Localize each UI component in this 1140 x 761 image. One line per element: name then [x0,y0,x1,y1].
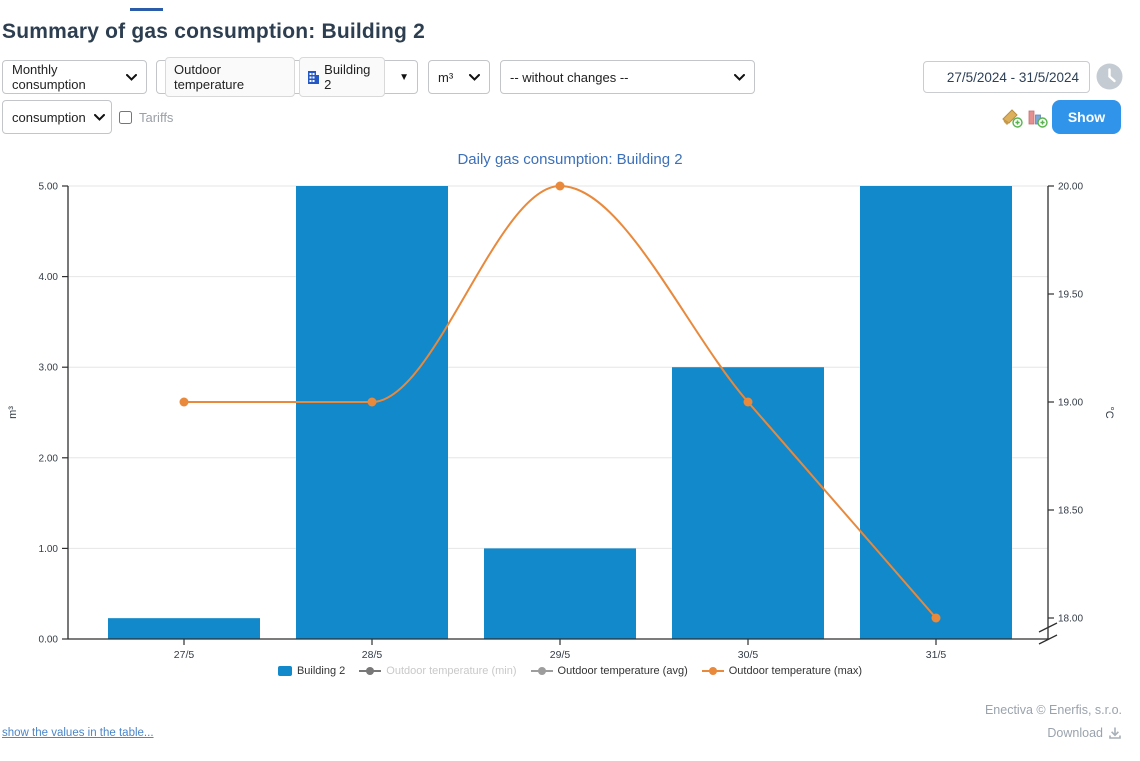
right-axis-tick-label: 19.00 [1058,398,1083,409]
add-alert-icon[interactable] [1001,106,1023,128]
right-axis-tick-label: 20.00 [1058,182,1083,193]
left-axis-tick-label: 5.00 [39,182,59,193]
active-tab-indicator [130,8,163,11]
chevron-down-icon [126,73,137,81]
series-filter-multiselect[interactable]: Outdoor temperature Building 2 ▼ [156,57,418,97]
filter-tag-label: Building 2 [324,62,371,92]
left-axis-tick-label: 4.00 [39,272,59,283]
download-icon [1108,726,1122,740]
left-axis-tick-label: 2.00 [39,453,59,464]
x-axis-label: 28/5 [362,649,383,661]
legend-item[interactable]: Building 2 [277,665,346,677]
show-table-link[interactable]: show the values in the table... [2,727,154,739]
legend-swatch [277,666,292,676]
axis-break-mark [1038,622,1058,633]
metric-select[interactable]: consumption [2,100,112,134]
building-icon [308,70,320,84]
chevron-down-icon [93,113,105,121]
tariffs-checkbox[interactable] [119,111,132,124]
data-point-marker[interactable] [743,397,753,407]
bar[interactable] [296,186,448,639]
bar[interactable] [484,548,636,639]
left-axis-tick-label: 1.00 [39,544,59,555]
filter-tag-label: Outdoor temperature [174,62,245,92]
date-range-input[interactable] [923,61,1090,93]
right-axis-tick-label: 19.50 [1058,290,1083,301]
right-axis-tick-label: 18.00 [1058,614,1083,625]
chart-legend: Building 2 Outdoor temperature (min) Outdo… [0,665,1140,677]
legend-swatch [530,667,553,676]
clock-icon[interactable] [1096,63,1123,90]
chart-title: Daily gas consumption: Building 2 [457,151,683,168]
tariffs-label: Tariffs [139,110,174,125]
data-point-marker[interactable] [555,181,565,191]
copyright-text: Enectiva © Enerfis, s.r.o. [984,703,1122,717]
bar[interactable] [108,618,260,639]
changes-select-value: -- without changes -- [510,69,629,85]
data-point-marker[interactable] [367,397,377,407]
bar[interactable] [672,367,824,639]
legend-item[interactable]: Outdoor temperature (min) [359,665,517,677]
left-axis-tick-label: 0.00 [39,635,59,646]
legend-label: Outdoor temperature (max) [728,665,863,677]
filter-tag-building-2[interactable]: Building 2 [299,57,386,97]
legend-label: Outdoor temperature (avg) [557,665,688,677]
x-axis-label: 30/5 [738,649,759,661]
legend-swatch [701,667,724,676]
left-axis-title: m³ [7,406,19,419]
right-axis-tick-label: 18.50 [1058,506,1083,517]
legend-swatch [359,667,382,676]
x-axis-label: 31/5 [926,649,947,661]
data-point-marker[interactable] [179,397,189,407]
download-link[interactable]: Download [1047,726,1122,740]
chevron-down-icon [734,73,745,81]
page-title: Summary of gas consumption: Building 2 [2,20,425,43]
changes-select[interactable]: -- without changes -- [500,60,755,94]
x-axis-label: 27/5 [174,649,195,661]
left-axis-tick-label: 3.00 [39,363,59,374]
legend-item[interactable]: Outdoor temperature (max) [701,665,863,677]
right-axis-title: °C [1103,406,1115,418]
period-select[interactable]: Monthly consumption [2,60,147,94]
chevron-down-icon [469,73,480,81]
dropdown-triangle-icon: ▼ [399,71,409,83]
legend-label: Outdoor temperature (min) [386,665,517,677]
unit-select-value: m³ [438,69,454,85]
period-select-value: Monthly consumption [12,62,86,92]
legend-label: Building 2 [296,665,346,677]
show-button[interactable]: Show [1052,100,1121,134]
data-point-marker[interactable] [931,613,941,623]
filter-tag-outdoor-temperature[interactable]: Outdoor temperature [165,57,296,97]
x-axis-label: 29/5 [550,649,571,661]
axis-break-mark [1038,634,1058,645]
add-chart-icon[interactable] [1026,106,1048,128]
chart-plot-area[interactable]: 0.00 1.00 2.00 3.00 4.00 5.00 18.00 18.50 19.00 1… [0,176,1140,666]
bar[interactable] [860,186,1012,639]
download-label: Download [1047,726,1103,740]
legend-item[interactable]: Outdoor temperature (avg) [530,665,688,677]
metric-select-value: consumption [12,109,86,125]
unit-select[interactable]: m³ [428,60,490,94]
